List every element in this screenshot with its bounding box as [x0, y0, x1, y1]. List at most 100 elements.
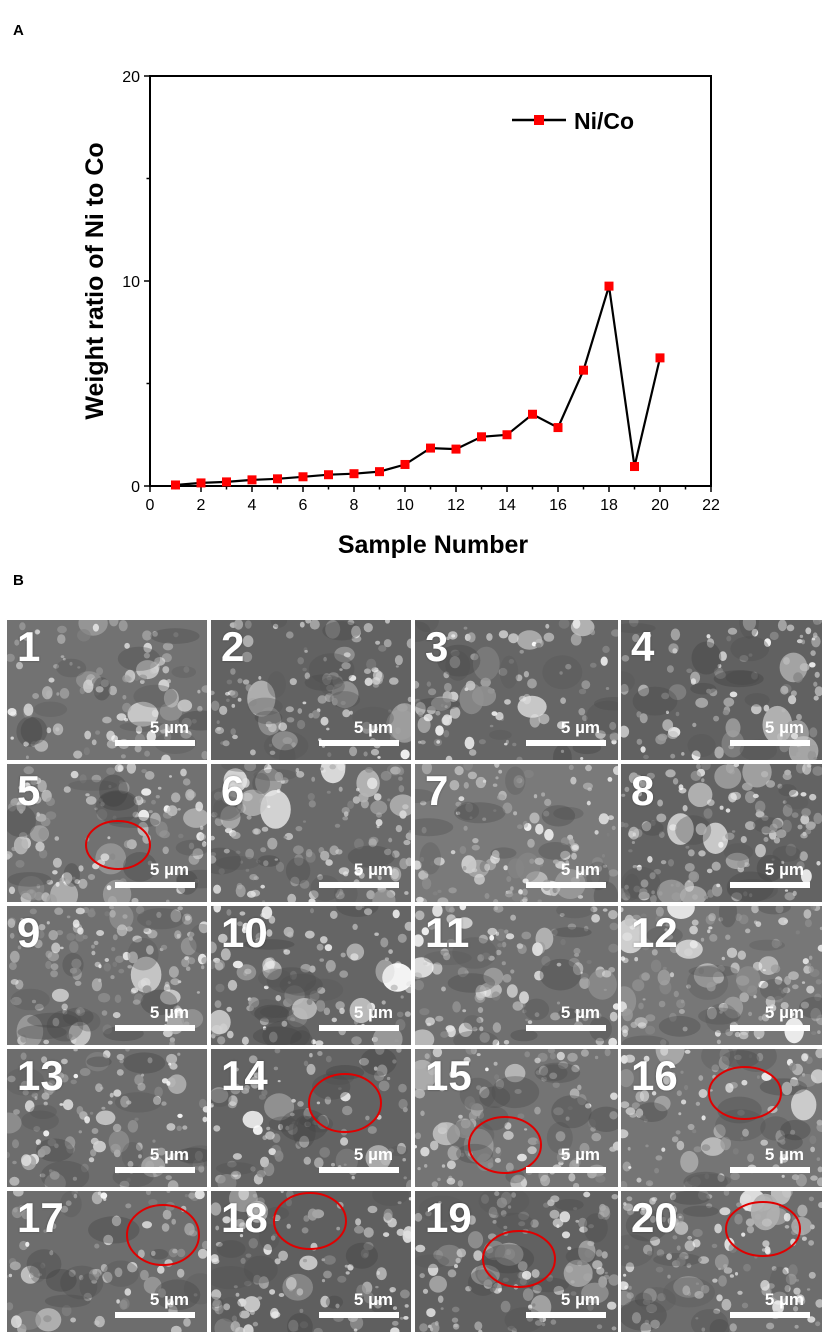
scale-bar: [319, 882, 399, 888]
sem-texture: [415, 1191, 618, 1332]
highlight-circle: [725, 1201, 801, 1257]
sem-tile-16: 16 5 µm: [621, 1049, 822, 1187]
legend-label: Ni/Co: [574, 108, 634, 134]
legend-marker: [534, 115, 544, 125]
sem-tile-5: 5 5 µm: [7, 764, 207, 902]
sem-texture: [621, 906, 822, 1045]
sem-texture: [621, 764, 822, 902]
scale-bar: [115, 1312, 195, 1318]
x-tick-label: 18: [600, 497, 618, 514]
tile-number: 8: [631, 767, 655, 814]
x-tick-label: 22: [702, 497, 720, 514]
scale-bar: [526, 1312, 606, 1318]
sem-tile-17: 17 5 µm: [7, 1191, 207, 1332]
chart-axes: [149, 75, 712, 487]
tile-number: 6: [221, 767, 245, 814]
sem-tile-6: 6 5 µm: [211, 764, 411, 902]
scale-bar-label: 5 µm: [764, 1290, 804, 1309]
scale-bar-label: 5 µm: [764, 1003, 804, 1022]
sem-texture: [7, 620, 207, 760]
highlight-circle: [85, 820, 151, 870]
sem-tile-10: 10 5 µm: [211, 906, 411, 1045]
sem-tile-11: 11 5 µm: [415, 906, 618, 1045]
tile-number: 16: [631, 1052, 678, 1099]
sem-texture: [415, 1049, 618, 1187]
data-point: [222, 477, 231, 487]
scale-bar-label: 5 µm: [149, 718, 189, 737]
sem-tile-14: 14 5 µm: [211, 1049, 411, 1187]
data-point: [196, 478, 206, 488]
scale-bar: [526, 1167, 606, 1173]
highlight-circle: [126, 1204, 200, 1266]
sem-texture: [7, 1191, 207, 1332]
sem-texture: [415, 906, 618, 1045]
x-tick-label: 2: [197, 497, 206, 514]
sem-texture: [621, 1191, 822, 1332]
sem-tile-18: 18 5 µm: [211, 1191, 411, 1332]
scale-bar-label: 5 µm: [353, 1145, 393, 1164]
sem-tile-8: 8 5 µm: [621, 764, 822, 902]
y-tick-label: 20: [122, 69, 140, 86]
scale-bar-label: 5 µm: [353, 860, 393, 879]
sem-tile-9: 9 5 µm: [7, 906, 207, 1045]
scale-bar: [730, 882, 810, 888]
sem-texture: [7, 906, 207, 1045]
scale-bar: [319, 1167, 399, 1173]
x-tick-label: 14: [498, 497, 516, 514]
tile-number: 9: [17, 909, 41, 956]
data-point: [553, 423, 563, 433]
tile-number: 7: [425, 767, 449, 814]
scale-bar: [319, 740, 399, 746]
sem-texture: [7, 1049, 207, 1187]
scale-bar-label: 5 µm: [764, 1145, 804, 1164]
scale-bar-label: 5 µm: [353, 1003, 393, 1022]
sem-texture: [211, 906, 411, 1045]
data-point: [502, 430, 512, 440]
scale-bar-label: 5 µm: [353, 1290, 393, 1309]
scale-bar-label: 5 µm: [560, 718, 600, 737]
scale-bar-label: 5 µm: [353, 718, 393, 737]
highlight-circle: [708, 1066, 782, 1120]
data-point: [349, 469, 359, 479]
x-tick-label: 8: [350, 497, 359, 514]
sem-tile-13: 13 5 µm: [7, 1049, 207, 1187]
sem-texture: [211, 764, 411, 902]
highlight-circle: [273, 1192, 347, 1250]
data-point: [400, 459, 410, 469]
data-point: [426, 443, 435, 453]
sem-tile-2: 2 5 µm: [211, 620, 411, 760]
scale-bar: [115, 1025, 195, 1031]
scale-bar: [526, 740, 606, 746]
tile-number: 3: [425, 623, 449, 670]
sem-tile-1: 1 5 µm: [7, 620, 207, 760]
tile-number: 2: [221, 623, 245, 670]
sem-texture: [211, 1191, 411, 1332]
data-point: [579, 365, 588, 375]
scale-bar-label: 5 µm: [764, 718, 804, 737]
scale-bar: [115, 1167, 195, 1173]
tile-number: 20: [631, 1194, 678, 1241]
sem-texture: [415, 764, 618, 902]
scale-bar: [319, 1025, 399, 1031]
sem-texture: [211, 1049, 411, 1187]
scale-bar: [319, 1312, 399, 1318]
scale-bar-label: 5 µm: [149, 860, 189, 879]
scale-bar-label: 5 µm: [560, 860, 600, 879]
tile-number: 12: [631, 909, 678, 956]
scale-bar: [730, 1025, 810, 1031]
sem-texture: [211, 620, 411, 760]
scale-bar: [115, 882, 195, 888]
data-point: [630, 462, 639, 472]
chart-series: [171, 281, 665, 490]
x-tick-label: 4: [248, 497, 257, 514]
scale-bar-label: 5 µm: [560, 1290, 600, 1309]
data-point: [451, 444, 461, 454]
data-point: [528, 409, 537, 419]
sem-tile-15: 15 5 µm: [415, 1049, 618, 1187]
sem-texture: [415, 620, 618, 760]
tile-number: 13: [17, 1052, 64, 1099]
data-point: [655, 353, 665, 363]
data-point: [273, 474, 282, 484]
highlight-circle: [308, 1073, 382, 1133]
x-tick-label: 6: [299, 497, 308, 514]
